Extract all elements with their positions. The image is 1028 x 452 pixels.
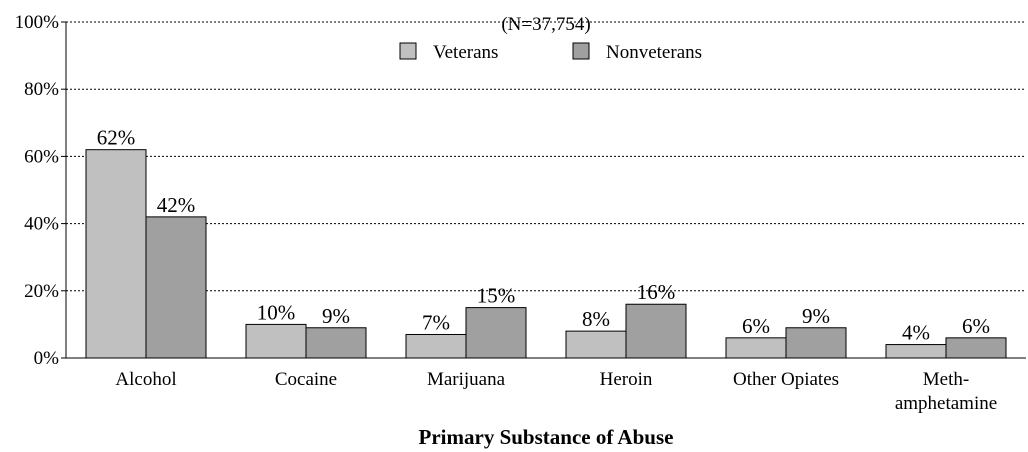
data-label: 10% [257, 300, 296, 324]
y-tick-label: 20% [24, 281, 59, 302]
data-label: 62% [97, 126, 136, 150]
legend-label-nonveterans: Nonveterans [606, 42, 702, 63]
bar-nonveterans [465, 307, 527, 359]
x-tick-label: Heroin [600, 369, 653, 390]
data-label: 7% [422, 310, 450, 334]
data-label: 9% [802, 304, 830, 328]
x-tick-label: Other Opiates [733, 369, 839, 390]
legend-label-veterans: Veterans [433, 42, 498, 63]
gridlines [66, 21, 1026, 292]
y-tick-label: 40% [24, 214, 59, 235]
bars [85, 149, 1007, 359]
legend-swatch-nonveterans [572, 42, 590, 60]
data-label: 16% [637, 280, 676, 304]
legend-swatch-veterans [399, 42, 417, 60]
bar-veterans [245, 323, 307, 359]
y-tick-label: 60% [24, 146, 59, 167]
bar-veterans [725, 337, 787, 359]
bar-veterans [565, 330, 627, 359]
data-label: 4% [902, 321, 930, 345]
y-tick-label: 80% [24, 79, 59, 100]
bar-nonveterans [625, 303, 687, 359]
x-tick-label: Cocaine [275, 369, 337, 390]
bar-veterans [405, 333, 467, 359]
axes: 0% 20% 40% 60% 80% 100% Alcohol Cocaine Marijuan… [15, 12, 1026, 414]
data-label: 42% [157, 193, 196, 217]
legend: Veterans Nonveterans [399, 42, 702, 63]
chart-title: (N=37,754) [501, 14, 590, 35]
y-tick-label: 0% [34, 348, 60, 369]
bar-veterans [85, 149, 147, 359]
data-label: 15% [477, 284, 516, 308]
data-label: 9% [322, 304, 350, 328]
bar-nonveterans [145, 216, 207, 359]
x-axis-label: Primary Substance of Abuse [419, 425, 674, 449]
bar-nonveterans [305, 327, 367, 359]
y-tick-label: 100% [15, 12, 60, 33]
bar-nonveterans [785, 327, 847, 359]
bar-veterans [885, 344, 947, 359]
value-labels: 62% 42% 10% 9% 7% 15% 8% 16% 6% 9% 4% 6% [97, 126, 990, 345]
bar-nonveterans [945, 337, 1007, 359]
x-tick-label: Alcohol [115, 369, 176, 390]
data-label: 8% [582, 307, 610, 331]
data-label: 6% [962, 314, 990, 338]
x-tick-label: Marijuana [427, 369, 506, 390]
x-tick-label: Meth-amphetamine [895, 369, 997, 414]
data-label: 6% [742, 314, 770, 338]
